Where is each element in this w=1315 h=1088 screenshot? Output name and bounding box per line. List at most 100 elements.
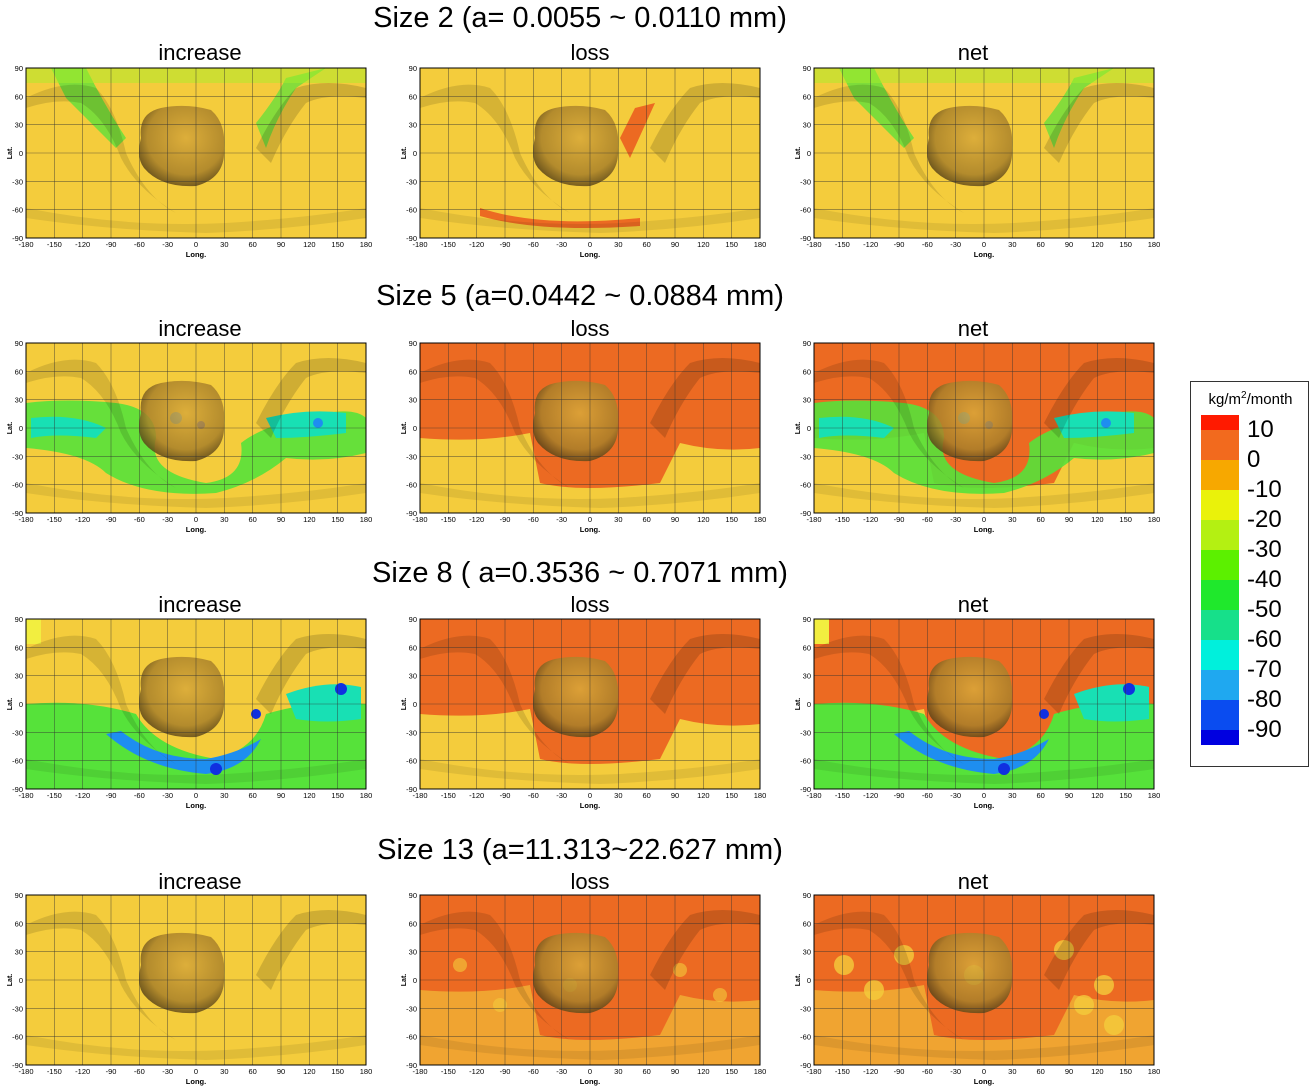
y-tick-label: 90 bbox=[409, 891, 417, 900]
x-tick-label: 30 bbox=[614, 1067, 622, 1076]
x-tick-label: 30 bbox=[1008, 240, 1016, 249]
y-tick-label: 30 bbox=[15, 672, 23, 681]
y-tick-label: -30 bbox=[800, 452, 811, 461]
x-tick-label: 180 bbox=[360, 1067, 373, 1076]
legend-swatch bbox=[1201, 520, 1239, 550]
x-tick-label: 90 bbox=[277, 515, 285, 524]
map-panel: -180 -150 -120 -90 -60 -30 0 30 60 90 120 150 180 90 6… bbox=[401, 339, 766, 534]
y-tick-label: 60 bbox=[803, 919, 811, 928]
x-tick-label: 60 bbox=[248, 1067, 256, 1076]
x-tick-label: -150 bbox=[441, 515, 456, 524]
x-tick-label: 90 bbox=[671, 240, 679, 249]
x-tick-label: -120 bbox=[863, 1067, 878, 1076]
legend-label: -20 bbox=[1247, 506, 1282, 533]
x-tick-label: 30 bbox=[1008, 515, 1016, 524]
y-tick-label: 0 bbox=[807, 424, 811, 433]
x-tick-label: -180 bbox=[412, 791, 427, 800]
x-tick-label: 60 bbox=[1036, 240, 1044, 249]
x-tick-label: 0 bbox=[194, 240, 198, 249]
x-tick-label: 150 bbox=[725, 240, 738, 249]
x-tick-label: 90 bbox=[277, 791, 285, 800]
x-tick-label: -60 bbox=[528, 515, 539, 524]
y-tick-label: 30 bbox=[803, 948, 811, 957]
x-tick-label: 0 bbox=[982, 791, 986, 800]
x-tick-label: 120 bbox=[697, 515, 710, 524]
y-tick-label: -60 bbox=[406, 757, 417, 766]
y-tick-label: -30 bbox=[800, 1004, 811, 1013]
x-tick-label: -180 bbox=[412, 1067, 427, 1076]
x-axis-label: Long. bbox=[580, 1077, 600, 1086]
x-tick-label: 120 bbox=[1091, 791, 1104, 800]
y-axis-label: Lat. bbox=[401, 422, 408, 435]
y-tick-label: 60 bbox=[15, 919, 23, 928]
y-tick-label: 90 bbox=[15, 64, 23, 73]
y-tick-label: -90 bbox=[800, 509, 811, 518]
panel-title-loss: loss bbox=[570, 592, 610, 617]
nucleus-shading bbox=[533, 105, 619, 187]
legend-label: -70 bbox=[1247, 656, 1282, 683]
legend-label: -30 bbox=[1247, 536, 1282, 563]
x-tick-label: 90 bbox=[671, 515, 679, 524]
legend-title: kg/m2/month bbox=[1208, 390, 1293, 408]
legend-label: 10 bbox=[1247, 416, 1274, 443]
y-tick-label: 0 bbox=[807, 976, 811, 985]
map-panel: -180 -150 -120 -90 -60 -30 0 30 60 90 120 150 180 90 6… bbox=[401, 891, 766, 1086]
nucleus-shading bbox=[139, 932, 225, 1014]
x-tick-label: -90 bbox=[500, 1067, 511, 1076]
x-tick-label: -30 bbox=[162, 1067, 173, 1076]
y-tick-label: -30 bbox=[406, 728, 417, 737]
y-tick-label: 30 bbox=[15, 396, 23, 405]
x-tick-label: -60 bbox=[134, 515, 145, 524]
x-tick-label: -90 bbox=[500, 791, 511, 800]
legend-swatch bbox=[1201, 415, 1239, 430]
legend-label: -60 bbox=[1247, 626, 1282, 653]
x-tick-label: 60 bbox=[248, 240, 256, 249]
nucleus-shading bbox=[533, 380, 619, 462]
x-axis-label: Long. bbox=[580, 801, 600, 810]
y-tick-label: -90 bbox=[12, 785, 23, 794]
x-tick-label: 0 bbox=[194, 515, 198, 524]
y-tick-label: 60 bbox=[15, 92, 23, 101]
x-tick-label: -180 bbox=[806, 515, 821, 524]
legend-swatch bbox=[1201, 490, 1239, 520]
y-tick-label: -30 bbox=[406, 1004, 417, 1013]
legend-swatch bbox=[1201, 430, 1239, 460]
y-tick-label: 60 bbox=[409, 643, 417, 652]
x-tick-label: 90 bbox=[1065, 791, 1073, 800]
x-tick-label: -60 bbox=[922, 791, 933, 800]
x-tick-label: 150 bbox=[331, 515, 344, 524]
row-title-size5: Size 5 (a=0.0442 ~ 0.0884 mm) bbox=[376, 280, 784, 312]
nucleus-shading bbox=[139, 105, 225, 187]
x-tick-label: -150 bbox=[835, 515, 850, 524]
nucleus-shading bbox=[533, 656, 619, 738]
x-tick-label: -120 bbox=[75, 791, 90, 800]
colorbar-legend: kg/m2/month 10 0 -10 -20 -30 -40 -50 -60 -70 -80 -… bbox=[1190, 381, 1309, 767]
y-tick-label: 60 bbox=[409, 367, 417, 376]
x-tick-label: 90 bbox=[671, 1067, 679, 1076]
x-tick-label: 60 bbox=[1036, 791, 1044, 800]
x-tick-label: 30 bbox=[1008, 791, 1016, 800]
nucleus-shading bbox=[533, 932, 619, 1014]
x-axis-label: Long. bbox=[186, 801, 206, 810]
legend-label: -40 bbox=[1247, 566, 1282, 593]
x-tick-label: -120 bbox=[469, 791, 484, 800]
y-tick-label: 90 bbox=[15, 339, 23, 348]
x-tick-label: 120 bbox=[303, 240, 316, 249]
x-tick-label: 0 bbox=[194, 791, 198, 800]
y-tick-label: -30 bbox=[406, 177, 417, 186]
x-tick-label: 120 bbox=[303, 791, 316, 800]
x-axis-label: Long. bbox=[186, 525, 206, 534]
y-tick-label: -60 bbox=[12, 757, 23, 766]
x-axis-label: Long. bbox=[580, 525, 600, 534]
y-tick-label: -30 bbox=[12, 1004, 23, 1013]
x-tick-label: 180 bbox=[1148, 515, 1161, 524]
x-tick-label: -90 bbox=[894, 240, 905, 249]
x-tick-label: -180 bbox=[806, 1067, 821, 1076]
x-tick-label: -30 bbox=[950, 791, 961, 800]
panel-title-increase: increase bbox=[158, 869, 242, 894]
x-tick-label: -60 bbox=[134, 240, 145, 249]
y-tick-label: 0 bbox=[413, 976, 417, 985]
x-tick-label: 90 bbox=[277, 240, 285, 249]
x-tick-label: 120 bbox=[1091, 240, 1104, 249]
x-tick-label: 120 bbox=[303, 515, 316, 524]
